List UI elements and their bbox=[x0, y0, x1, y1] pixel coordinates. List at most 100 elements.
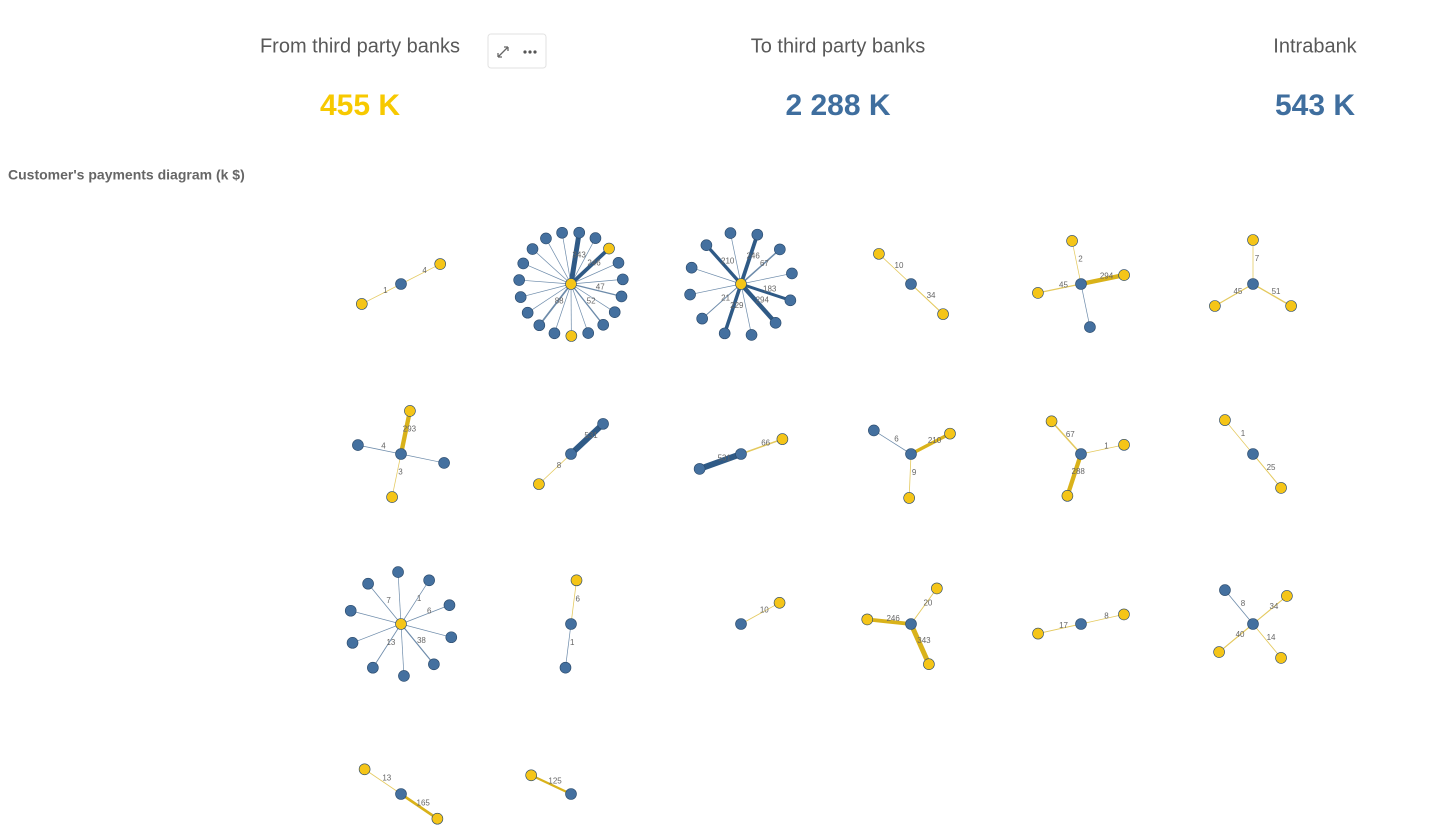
node bbox=[1046, 416, 1057, 427]
edge-label: 293 bbox=[403, 425, 417, 434]
edge-label: 1 bbox=[570, 638, 575, 647]
kpi-value: 543 K bbox=[1275, 89, 1355, 122]
edge-label: 40 bbox=[1236, 630, 1245, 639]
node bbox=[1281, 590, 1292, 601]
edge-label: 8 bbox=[1104, 611, 1109, 620]
kpi-title: From third party banks bbox=[260, 35, 460, 57]
edge bbox=[690, 284, 741, 295]
node bbox=[574, 227, 585, 238]
edge-label: 183 bbox=[763, 284, 777, 293]
edge-label: 3 bbox=[398, 468, 403, 477]
network-graph: 10 bbox=[736, 597, 786, 629]
edge-label: 343 bbox=[917, 636, 931, 645]
edge bbox=[1081, 445, 1124, 454]
node bbox=[363, 578, 374, 589]
node bbox=[719, 328, 730, 339]
menu-dot[interactable] bbox=[523, 50, 526, 53]
edge-label: 246 bbox=[886, 614, 900, 623]
node bbox=[356, 298, 367, 309]
node bbox=[938, 309, 949, 320]
node bbox=[725, 228, 736, 239]
node bbox=[613, 257, 624, 268]
edge bbox=[741, 273, 792, 284]
node bbox=[549, 328, 560, 339]
network-graph: 125 bbox=[526, 770, 577, 800]
edge-label: 52 bbox=[587, 297, 596, 306]
edge bbox=[401, 624, 451, 637]
hub-node bbox=[396, 449, 407, 460]
diagram-title: Customer's payments diagram (k $) bbox=[8, 167, 245, 183]
edge bbox=[401, 624, 404, 676]
node bbox=[345, 605, 356, 616]
node bbox=[435, 259, 446, 270]
edge-label: 38 bbox=[417, 636, 426, 645]
edge-label: 66 bbox=[761, 439, 770, 448]
edge bbox=[554, 284, 571, 333]
edge-label: 246 bbox=[746, 251, 760, 260]
node bbox=[352, 440, 363, 451]
node bbox=[931, 583, 942, 594]
node bbox=[873, 248, 884, 259]
menu-dot[interactable] bbox=[533, 50, 536, 53]
node bbox=[367, 662, 378, 673]
edge bbox=[533, 249, 571, 284]
node bbox=[1248, 235, 1259, 246]
node bbox=[685, 289, 696, 300]
node bbox=[432, 813, 443, 824]
edge-label: 4 bbox=[381, 442, 386, 451]
edge-label: 343 bbox=[572, 250, 586, 259]
node bbox=[515, 292, 526, 303]
hub-node bbox=[1248, 279, 1259, 290]
menu-dot[interactable] bbox=[528, 50, 531, 53]
edge-label: 10 bbox=[895, 261, 904, 270]
node bbox=[609, 307, 620, 318]
node bbox=[387, 492, 398, 503]
edge-label: 2 bbox=[1078, 255, 1083, 264]
edge bbox=[1081, 614, 1124, 624]
node bbox=[424, 575, 435, 586]
edge-label: 51 bbox=[1272, 287, 1281, 296]
edge-label: 4 bbox=[422, 266, 427, 275]
node bbox=[1062, 490, 1073, 501]
hub-node bbox=[566, 279, 577, 290]
node bbox=[583, 328, 594, 339]
edge-label: 21 bbox=[721, 293, 730, 302]
node bbox=[923, 659, 934, 670]
node bbox=[770, 317, 781, 328]
edge-label: 6 bbox=[427, 607, 432, 616]
edge-label: 1 bbox=[417, 594, 422, 603]
node bbox=[540, 233, 551, 244]
hub-node bbox=[736, 619, 747, 630]
node bbox=[598, 418, 609, 429]
kpi-title: To third party banks bbox=[751, 35, 926, 57]
network-graph: 531 66 bbox=[694, 434, 788, 475]
edge-label: 17 bbox=[1059, 621, 1068, 630]
node bbox=[1209, 301, 1220, 312]
node bbox=[428, 659, 439, 670]
edge bbox=[571, 284, 588, 333]
node bbox=[526, 770, 537, 781]
node bbox=[1119, 270, 1130, 281]
node bbox=[439, 457, 450, 468]
toolbar[interactable] bbox=[488, 34, 546, 68]
edge-label: 13 bbox=[386, 638, 395, 647]
node bbox=[359, 764, 370, 775]
edge-label: 125 bbox=[548, 777, 562, 786]
edge-label: 531 bbox=[718, 454, 732, 463]
hub-node bbox=[736, 279, 747, 290]
hub-node bbox=[1076, 449, 1087, 460]
edge bbox=[401, 454, 444, 463]
hub-node bbox=[736, 449, 747, 460]
hub-node bbox=[396, 279, 407, 290]
node bbox=[1119, 439, 1130, 450]
edge-label: 45 bbox=[1233, 287, 1242, 296]
node bbox=[557, 227, 568, 238]
edge-label: 10 bbox=[760, 606, 769, 615]
